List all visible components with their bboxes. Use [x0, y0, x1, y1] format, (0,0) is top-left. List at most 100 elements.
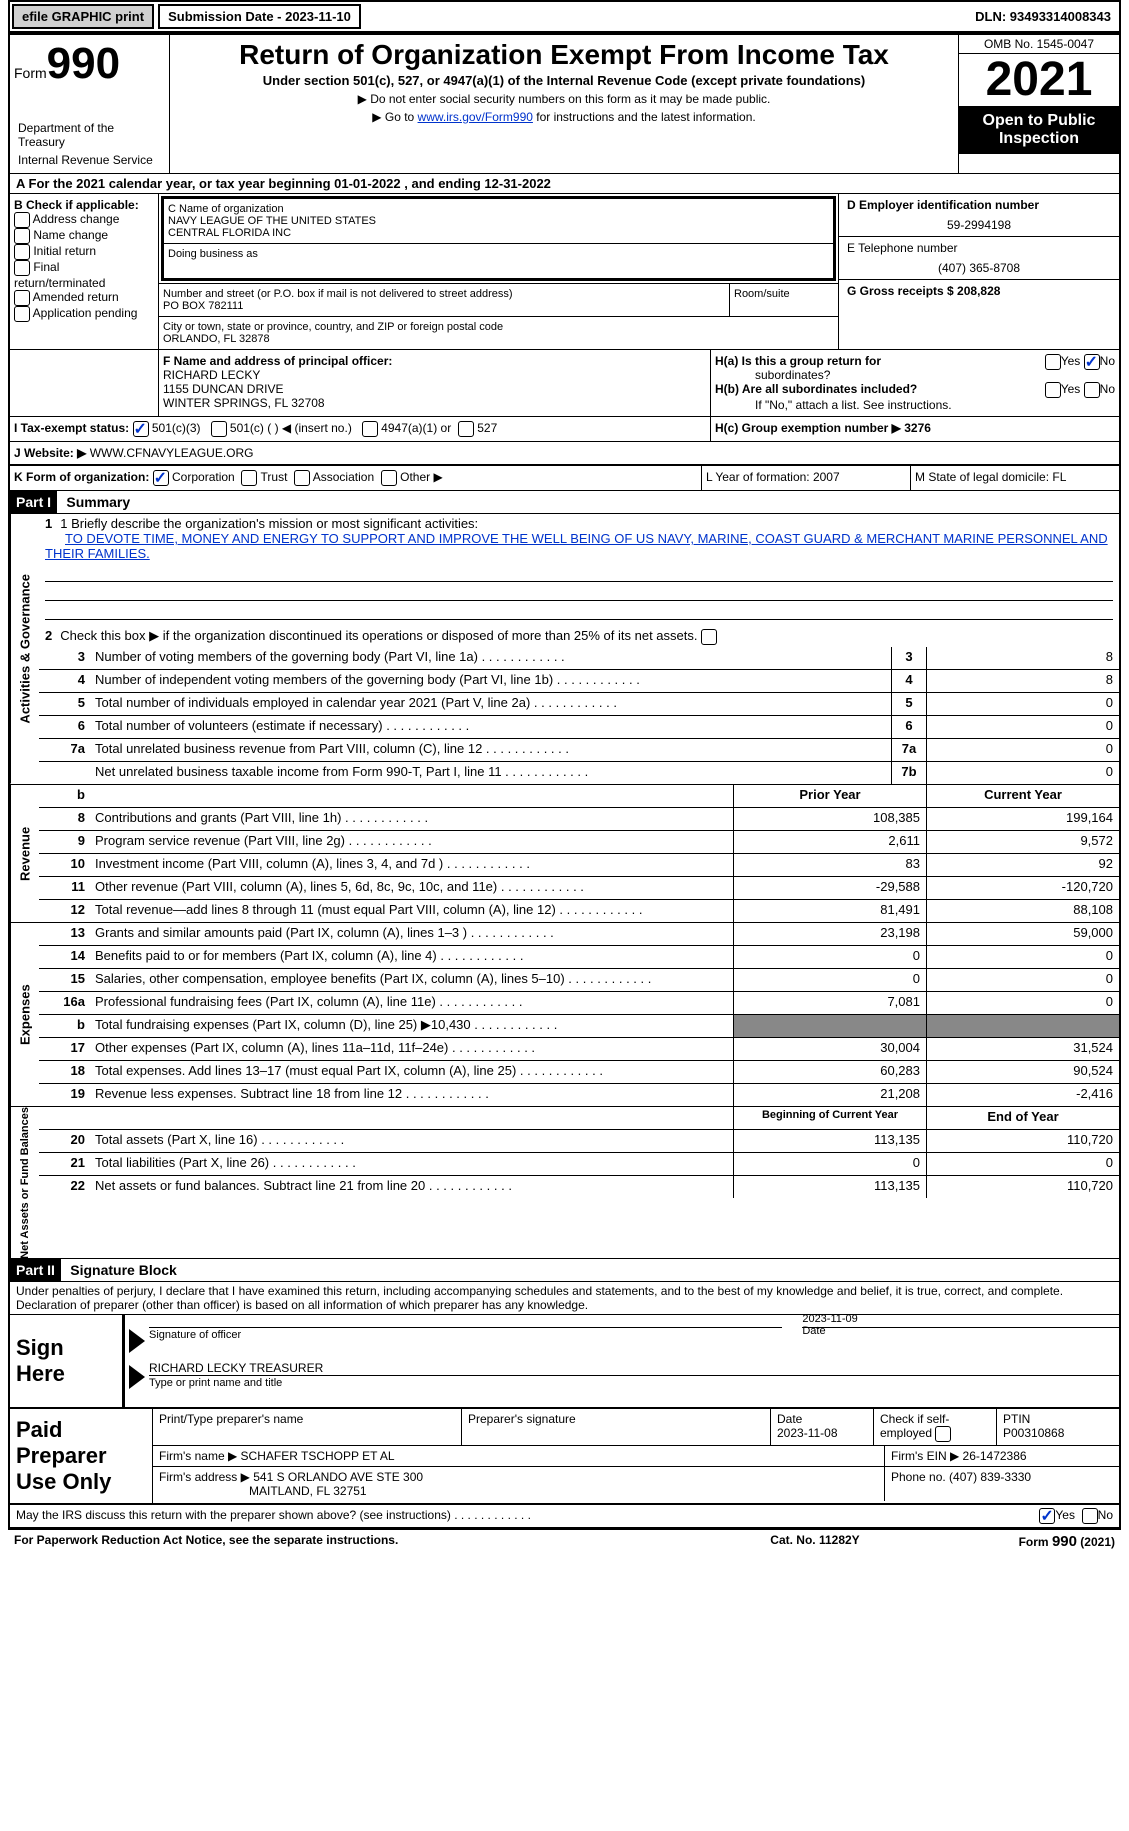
- chk-discuss-no[interactable]: [1082, 1508, 1098, 1524]
- chk-association[interactable]: [294, 470, 310, 486]
- line-desc: Net assets or fund balances. Subtract li…: [91, 1176, 733, 1198]
- mission-blank-3: [45, 601, 1113, 620]
- chk-amended-return[interactable]: [14, 290, 30, 306]
- line-number: 6: [39, 716, 91, 738]
- org-name-label: C Name of organization: [168, 203, 829, 215]
- line-box: 4: [891, 670, 926, 692]
- form-org-label: K Form of organization:: [14, 470, 149, 484]
- line-desc: Program service revenue (Part VIII, line…: [91, 831, 733, 853]
- section-net-assets: Net Assets or Fund Balances Beginning of…: [10, 1107, 1119, 1260]
- line-number: 17: [39, 1038, 91, 1060]
- chk-hb-no[interactable]: [1084, 382, 1100, 398]
- line-number: 11: [39, 877, 91, 899]
- form-subtitle: Under section 501(c), 527, or 4947(a)(1)…: [178, 73, 950, 88]
- line-desc: Number of voting members of the governin…: [91, 647, 891, 669]
- form-header: Form990 Department of the Treasury Inter…: [10, 35, 1119, 174]
- current-value: 110,720: [926, 1130, 1119, 1152]
- chk-name-change[interactable]: [14, 228, 30, 244]
- prior-value: 108,385: [733, 808, 926, 830]
- efile-print-button[interactable]: efile GRAPHIC print: [12, 4, 154, 29]
- chk-ha-yes[interactable]: [1045, 354, 1061, 370]
- submission-date-label: Submission Date - 2023-11-10: [158, 4, 361, 29]
- part2-title: Signature Block: [64, 1259, 183, 1281]
- chk-other[interactable]: [381, 470, 397, 486]
- line-value: 8: [926, 670, 1119, 692]
- perjury-declaration: Under penalties of perjury, I declare th…: [10, 1282, 1119, 1315]
- summary-line: Net unrelated business taxable income fr…: [39, 762, 1119, 784]
- sig-arrow-2: [129, 1365, 145, 1389]
- section-expenses: Expenses 13 Grants and similar amounts p…: [10, 923, 1119, 1107]
- summary-line: 19 Revenue less expenses. Subtract line …: [39, 1084, 1119, 1106]
- chk-discuss-yes[interactable]: [1039, 1508, 1055, 1524]
- chk-app-pending[interactable]: [14, 306, 30, 322]
- org-name-1: NAVY LEAGUE OF THE UNITED STATES: [168, 215, 829, 227]
- line-desc: Other revenue (Part VIII, column (A), li…: [91, 877, 733, 899]
- chk-self-employed[interactable]: [935, 1426, 951, 1442]
- tax-year: 2021: [959, 54, 1119, 106]
- section-fh: F Name and address of principal officer:…: [10, 350, 1119, 417]
- line-desc: Total number of individuals employed in …: [91, 693, 891, 715]
- vert-label-governance: Activities & Governance: [10, 514, 39, 784]
- sig-officer-line: Signature of officer: [149, 1327, 782, 1353]
- chk-ha-no[interactable]: [1084, 354, 1100, 370]
- section-activities-governance: Activities & Governance 11 Briefly descr…: [10, 514, 1119, 785]
- ha-label: H(a) Is this a group return for: [715, 354, 881, 368]
- vert-label-net-assets: Net Assets or Fund Balances: [10, 1107, 39, 1259]
- chk-initial-return[interactable]: [14, 244, 30, 260]
- lbl-ha-yes: Yes: [1061, 354, 1081, 368]
- officer-addr1: 1155 DUNCAN DRIVE: [163, 382, 706, 396]
- summary-line: 6 Total number of volunteers (estimate i…: [39, 716, 1119, 739]
- current-value: -120,720: [926, 877, 1119, 899]
- omb-number: OMB No. 1545-0047: [959, 35, 1119, 54]
- ptin-value: P00310868: [1003, 1426, 1064, 1440]
- current-year-header: Current Year: [926, 785, 1119, 807]
- prior-value: 81,491: [733, 900, 926, 922]
- city-label: City or town, state or province, country…: [163, 321, 834, 333]
- sig-arrow-1: [129, 1329, 145, 1353]
- current-value: 31,524: [926, 1038, 1119, 1060]
- line-number: 22: [39, 1176, 91, 1198]
- firm-addr-label: Firm's address ▶: [159, 1470, 250, 1484]
- form-number-box: Form990 Department of the Treasury Inter…: [10, 35, 170, 173]
- chk-501c[interactable]: [211, 421, 227, 437]
- hc-text: H(c) Group exemption number ▶ 3276: [715, 421, 931, 435]
- lbl-initial-return: Initial return: [33, 244, 96, 258]
- summary-line: b Total fundraising expenses (Part IX, c…: [39, 1015, 1119, 1038]
- ptin-label: PTIN: [1003, 1412, 1030, 1426]
- chk-line2[interactable]: [701, 629, 717, 645]
- discuss-text: May the IRS discuss this return with the…: [16, 1508, 451, 1522]
- current-value: 0: [926, 1153, 1119, 1175]
- line-desc: Grants and similar amounts paid (Part IX…: [91, 923, 733, 945]
- col-de: D Employer identification number 59-2994…: [839, 194, 1119, 349]
- irs-link[interactable]: www.irs.gov/Form990: [418, 110, 533, 124]
- row-j: J Website: ▶ WWW.CFNAVYLEAGUE.ORG: [10, 442, 1119, 466]
- line-number: 20: [39, 1130, 91, 1152]
- prep-date-label: Date: [777, 1412, 802, 1426]
- chk-4947[interactable]: [362, 421, 378, 437]
- summary-line: 3 Number of voting members of the govern…: [39, 647, 1119, 670]
- lbl-address-change: Address change: [33, 212, 120, 226]
- chk-501c3[interactable]: [133, 421, 149, 437]
- prior-value: -29,588: [733, 877, 926, 899]
- current-value: 0: [926, 969, 1119, 991]
- section-revenue: Revenue b Prior Year Current Year 8 Cont…: [10, 785, 1119, 923]
- col-h: H(a) Is this a group return for subordin…: [711, 350, 1119, 416]
- chk-corporation[interactable]: [153, 470, 169, 486]
- chk-527[interactable]: [458, 421, 474, 437]
- line-number: 13: [39, 923, 91, 945]
- officer-addr2: WINTER SPRINGS, FL 32708: [163, 396, 706, 410]
- ha-sub: subordinates?: [755, 368, 830, 382]
- row-klm: K Form of organization: Corporation Trus…: [10, 466, 1119, 491]
- phone-label: E Telephone number: [847, 241, 1111, 255]
- line-value: 0: [926, 762, 1119, 784]
- chk-hb-yes[interactable]: [1045, 382, 1061, 398]
- summary-line: 12 Total revenue—add lines 8 through 11 …: [39, 900, 1119, 922]
- chk-final-return[interactable]: [14, 260, 30, 276]
- chk-trust[interactable]: [241, 470, 257, 486]
- current-value: 88,108: [926, 900, 1119, 922]
- prior-value: 7,081: [733, 992, 926, 1014]
- line-number: 14: [39, 946, 91, 968]
- footer-final-row: For Paperwork Reduction Act Notice, see …: [8, 1530, 1121, 1553]
- chk-address-change[interactable]: [14, 212, 30, 228]
- note2-prefix: ▶ Go to: [372, 110, 417, 124]
